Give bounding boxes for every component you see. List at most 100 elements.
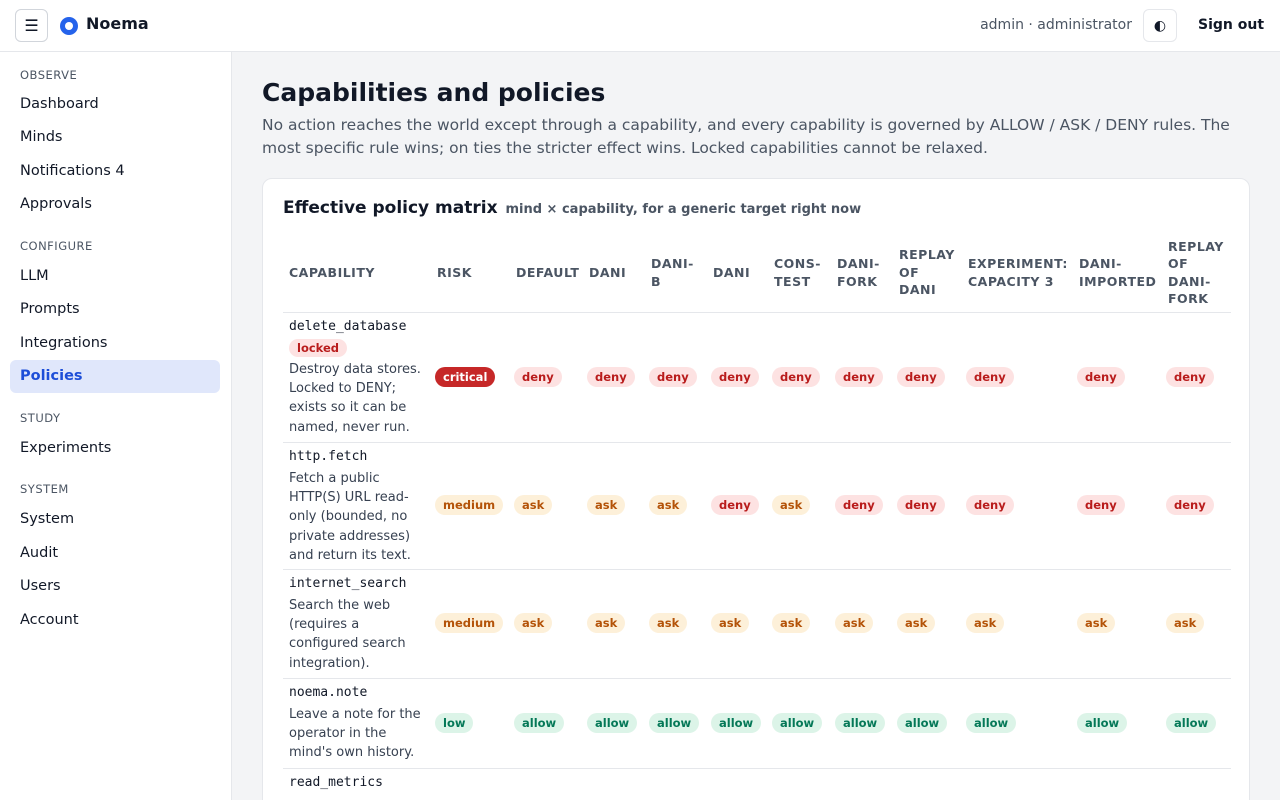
capability-name: http.fetch — [289, 449, 368, 464]
hamburger-icon: ☰ — [24, 16, 39, 35]
policy-effect-badge[interactable]: ask — [772, 613, 811, 633]
sidebar-item-approvals[interactable]: Approvals — [20, 196, 92, 212]
policy-effect-badge[interactable]: deny — [1077, 367, 1125, 387]
policy-effect-badge[interactable]: ask — [649, 495, 688, 515]
capability-name: read_metrics — [289, 775, 383, 790]
capability-description: Fetch a public HTTP(S) URL read-only (bo… — [289, 471, 411, 563]
policy-effect-badge[interactable]: ask — [772, 495, 811, 515]
policy-effect-badge[interactable]: ask — [514, 495, 553, 515]
policy-effect-badge[interactable]: ask — [711, 613, 750, 633]
policy-effect-badge[interactable]: deny — [897, 367, 945, 387]
brand-logo-icon — [60, 17, 78, 35]
policy-effect-badge[interactable]: ask — [649, 613, 688, 633]
column-header: CONS- TEST — [774, 256, 821, 289]
page-description: No action reaches the world except throu… — [262, 116, 1230, 157]
policy-effect-badge[interactable]: deny — [1166, 367, 1214, 387]
policy-effect-badge[interactable]: deny — [835, 495, 883, 515]
sidebar-item-experiments[interactable]: Experiments — [20, 440, 112, 456]
policy-effect-badge[interactable]: allow — [1077, 713, 1128, 733]
capability-description: Search the web (requires a configured se… — [289, 598, 406, 671]
policy-effect-badge[interactable]: allow — [514, 713, 565, 733]
capability-name: noema.note — [289, 685, 368, 700]
policy-effect-badge[interactable]: allow — [587, 713, 638, 733]
sidebar-item-minds[interactable]: Minds — [20, 129, 63, 145]
contrast-icon: ◐ — [1153, 17, 1167, 34]
capability-name: delete_database — [289, 319, 407, 334]
sidebar-item-integrations[interactable]: Integrations — [20, 335, 108, 351]
menu-button[interactable]: ☰ — [15, 9, 48, 42]
nav-group-study: STUDY — [20, 411, 61, 425]
row-divider — [283, 442, 1231, 443]
nav-group-system: SYSTEM — [20, 482, 69, 496]
sidebar-item-audit[interactable]: Audit — [20, 545, 59, 561]
sidebar-item-llm[interactable]: LLM — [20, 268, 49, 284]
policy-effect-badge[interactable]: ask — [835, 613, 874, 633]
row-divider — [283, 312, 1231, 313]
column-header: DANI- FORK — [837, 256, 880, 289]
policy-effect-badge[interactable]: deny — [966, 495, 1014, 515]
policy-effect-badge[interactable]: allow — [1166, 713, 1217, 733]
policy-effect-badge[interactable]: allow — [835, 713, 886, 733]
policy-effect-badge[interactable]: allow — [711, 713, 762, 733]
column-header: DANI- B — [651, 256, 694, 289]
theme-toggle-button[interactable]: ◐ — [1143, 9, 1177, 42]
locked-badge: locked — [289, 339, 348, 357]
policy-effect-badge[interactable]: allow — [966, 713, 1017, 733]
row-divider — [283, 678, 1231, 679]
policy-effect-badge[interactable]: ask — [897, 613, 936, 633]
policy-matrix-card: Effective policy matrix mind × capabilit… — [262, 178, 1250, 800]
sidebar-item-notifications[interactable]: Notifications 4 — [20, 163, 125, 179]
capability-name: internet_search — [289, 576, 407, 591]
matrix-title-text: Effective policy matrix — [283, 198, 498, 218]
policy-effect-badge[interactable]: deny — [711, 495, 759, 515]
policy-effect-badge[interactable]: deny — [772, 367, 820, 387]
sidebar-item-account[interactable]: Account — [20, 612, 79, 628]
policy-effect-badge[interactable]: deny — [514, 367, 562, 387]
sidebar-item-dashboard[interactable]: Dashboard — [20, 96, 99, 112]
risk-badge: medium — [435, 613, 504, 633]
column-header: DANI- IMPORTED — [1079, 256, 1157, 289]
policy-effect-badge[interactable]: allow — [772, 713, 823, 733]
column-header: CAPABILITY — [289, 264, 375, 280]
policy-effect-badge[interactable]: deny — [1077, 495, 1125, 515]
sidebar-item-users[interactable]: Users — [20, 578, 61, 594]
current-user-label: admin · administrator — [980, 17, 1132, 33]
policy-effect-badge[interactable]: ask — [1166, 613, 1205, 633]
policy-effect-badge[interactable]: deny — [966, 367, 1014, 387]
row-divider — [283, 569, 1231, 570]
policy-effect-badge[interactable]: allow — [897, 713, 948, 733]
risk-badge: low — [435, 713, 474, 733]
capability-description: Leave a note for the operator in the min… — [289, 707, 421, 761]
policy-effect-badge[interactable]: ask — [587, 495, 626, 515]
sidebar-item-prompts[interactable]: Prompts — [20, 301, 80, 317]
policy-effect-badge[interactable]: ask — [1077, 613, 1116, 633]
matrix-subtitle: mind × capability, for a generic target … — [505, 202, 862, 217]
column-header: DEFAULT — [516, 264, 580, 280]
sidebar-item-policies[interactable]: Policies — [10, 360, 220, 393]
matrix-title: Effective policy matrix mind × capabilit… — [283, 198, 861, 218]
policy-effect-badge[interactable]: deny — [1166, 495, 1214, 515]
policy-effect-badge[interactable]: ask — [966, 613, 1005, 633]
page-title: Capabilities and policies — [262, 78, 606, 107]
column-header: RISK — [437, 264, 472, 280]
policy-effect-badge[interactable]: deny — [835, 367, 883, 387]
nav-group-observe: OBSERVE — [20, 68, 78, 82]
row-divider — [283, 768, 1231, 769]
policy-effect-badge[interactable]: ask — [587, 613, 626, 633]
top-bar: ☰ Noema admin · administrator ◐ Sign out — [0, 0, 1280, 52]
sign-out-button[interactable]: Sign out — [1198, 17, 1265, 33]
policy-effect-badge[interactable]: deny — [587, 367, 635, 387]
sidebar-item-system[interactable]: System — [20, 511, 75, 527]
sidebar: OBSERVE Dashboard Minds Notifications 4 … — [0, 52, 232, 800]
brand-name[interactable]: Noema — [86, 14, 149, 33]
risk-badge: medium — [435, 495, 504, 515]
policy-effect-badge[interactable]: deny — [649, 367, 697, 387]
policy-effect-badge[interactable]: allow — [649, 713, 700, 733]
column-header: EXPERIMENT: CAPACITY 3 — [968, 256, 1068, 289]
capability-description: Destroy data stores. Locked to DENY; exi… — [289, 362, 421, 435]
column-header: DANI — [589, 264, 627, 280]
policy-effect-badge[interactable]: deny — [897, 495, 945, 515]
column-header: DANI — [713, 264, 751, 280]
policy-effect-badge[interactable]: deny — [711, 367, 759, 387]
policy-effect-badge[interactable]: ask — [514, 613, 553, 633]
